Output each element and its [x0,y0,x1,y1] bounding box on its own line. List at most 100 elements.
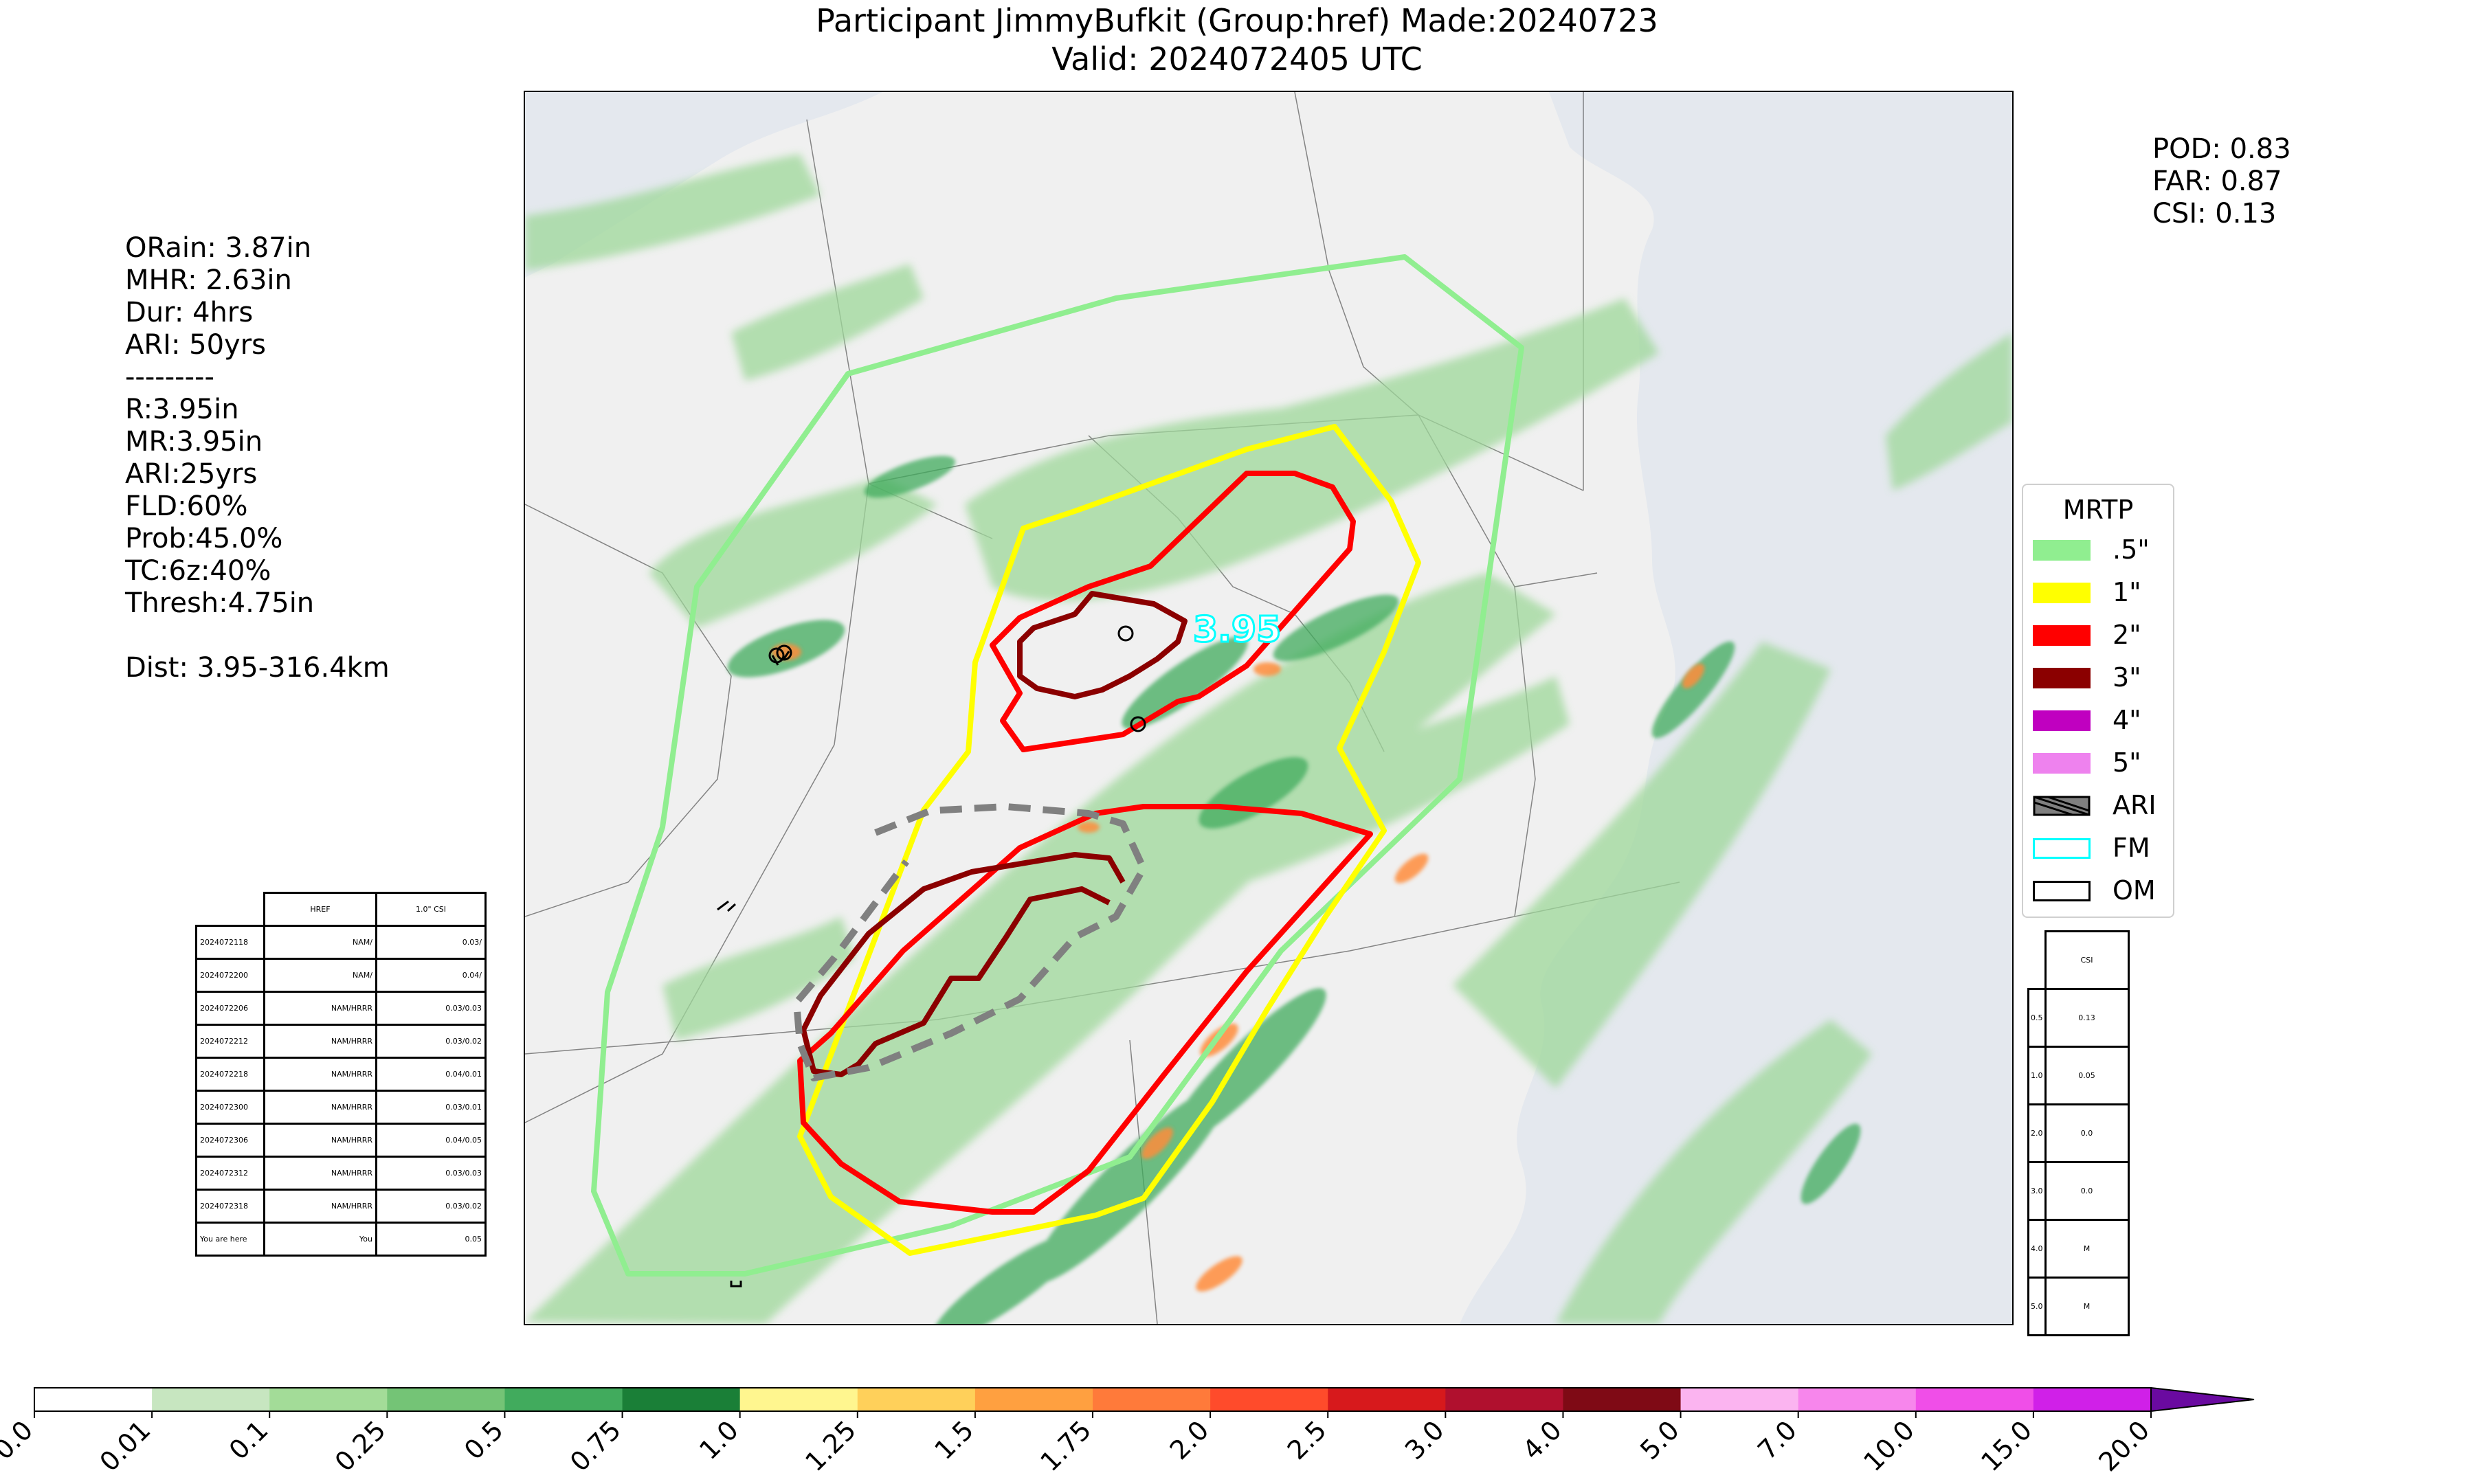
table-cell: NAM/ [263,925,377,960]
table-row: 5.0 M [2027,1277,2130,1336]
table-cell: NAM/HRRR [263,1156,377,1191]
colorbar-tick-label: 0.0 [0,1415,38,1465]
legend-item-3-inch: 3" [2033,661,2170,694]
colorbar-segment [34,1388,153,1411]
colorbar-tick-label: 0.1 [223,1415,274,1465]
colorbar-tick-label: 1.0 [693,1415,744,1465]
legend-label: FM [2113,833,2150,863]
colorbar-tick-label: 5.0 [1634,1415,1685,1465]
csi-threshold-table: CSI 0.5 0.13 1.0 0.05 2.0 0.0 3.0 0.0 4.0 M 5… [2027,930,2130,1336]
table-row: 2024072218 NAM/HRRR 0.04/0.01 [195,1057,487,1092]
stat-fld: FLD:60% [125,491,248,522]
colorbar-segment [1328,1388,1446,1411]
lake-area [525,92,882,278]
colorbar-segment [1210,1388,1328,1411]
stat-dur: Dur: 4hrs [125,297,254,328]
stat-ari-2: ARI:25yrs [125,458,258,490]
colorbar-tick-label: 3.0 [1399,1415,1450,1465]
table-cell: NAM/HRRR [263,1090,377,1125]
table-header-row: HREF 1.0" CSI [196,892,487,927]
colorbar-tick-label: 0.01 [94,1415,157,1477]
observation-markers [717,625,1146,1288]
colorbar-tick-label: 7.0 [1752,1415,1803,1465]
colorbar-tick-label: 0.5 [458,1415,509,1465]
legend-label: ARI [2113,790,2157,820]
stat-mhr: MHR: 2.63in [125,265,292,296]
table-cell: 2024072118 [195,925,265,960]
colorbar-tick-label: 15.0 [1975,1415,2038,1477]
table-cell: 2024072218 [195,1057,265,1092]
table-row: 3.0 0.0 [2027,1161,2130,1221]
stat-orain: ORain: 3.87in [125,232,312,264]
table-cell: 3.0 [2027,1161,2047,1221]
legend-swatch [2033,625,2091,646]
precip-map: 3.95 [525,92,2012,1324]
table-cell: 0.04/ [375,958,487,993]
table-cell: 2024072300 [195,1090,265,1125]
colorbar-tick-label: 1.25 [799,1415,862,1477]
table-cell: 5.0 [2027,1277,2047,1336]
observation-marker [1117,625,1134,642]
stat-blank [125,620,390,652]
colorbar-segment [269,1388,388,1411]
colorbar: 0.0 0.01 0.1 0.25 0.5 0.75 1.0 1.25 1.5 1.75 2.0 2.… [0,1386,2255,1477]
contour-3-inch-south [801,852,1126,1077]
table-cell: 0.04/0.01 [375,1057,487,1092]
table-row: 2024072318 NAM/HRRR 0.03/0.02 [195,1189,487,1224]
table-cell: 2024072206 [195,991,265,1026]
legend-swatch [2033,540,2091,561]
colorbar-segment [1680,1388,1799,1411]
table-row: 2024072306 NAM/HRRR 0.04/0.05 [195,1123,487,1158]
table-cell: 0.05 [375,1222,487,1257]
legend-swatch [2033,668,2091,688]
stats-left-panel: ORain: 3.87in MHR: 2.63in Dur: 4hrs ARI:… [125,232,390,684]
colorbar-tick-label: 4.0 [1517,1415,1568,1465]
legend-label: 5" [2113,747,2141,778]
table-cell: NAM/HRRR [263,1024,377,1059]
colorbar-segment [1445,1388,1563,1411]
stat-ari: ARI: 50yrs [125,329,266,361]
stat-mr: MR:3.95in [125,426,263,458]
legend-item-fm: FM [2033,831,2170,864]
table-row: 2024072118 NAM/0.03/ [195,925,487,960]
stat-pod: POD: 0.83 [2152,133,2291,165]
legend-label: 1" [2113,577,2141,607]
colorbar-tick-label: 2.0 [1164,1415,1215,1465]
table-cell: 2024072200 [195,958,265,993]
legend-item-ari: ARI [2033,789,2170,822]
colorbar-segment [622,1388,741,1411]
ari-hatch-icon [2033,796,2091,816]
table-row: 4.0 M [2027,1219,2130,1279]
table-cell: NAM/HRRR [263,1057,377,1092]
contour-05-inch [591,254,1524,1277]
observation-marker [717,900,737,912]
table-cell: 0.03/ [375,925,487,960]
observation-marker [730,1281,742,1288]
colorbar-segment [152,1388,270,1411]
table-cell: 4.0 [2027,1219,2047,1279]
table-row: 2.0 0.0 [2027,1103,2130,1163]
href-csi-table: HREF 1.0" CSI 2024072118 NAM/0.03/ 202407… [195,892,487,1257]
legend-label: 4" [2113,705,2141,735]
colorbar-segment [974,1388,1093,1411]
table-cell: NAM/ [263,958,377,993]
table-cell: 1.0" CSI [375,892,487,927]
legend-label: .5" [2113,535,2150,565]
legend-item-4-inch: 4" [2033,704,2170,737]
colorbar-segment [857,1388,976,1411]
stat-r: R:3.95in [125,394,239,425]
max-precip-label: 3.95 [1193,609,1281,651]
table-cell: 0.05 [2044,1046,2130,1105]
table-cell [196,892,265,927]
legend-item-half-inch: .5" [2033,533,2170,566]
table-cell: 0.03/0.02 [375,1024,487,1059]
table-cell: 2024072312 [195,1156,265,1191]
contour-2-inch-north [990,471,1356,752]
legend-item-om: OM [2033,874,2170,907]
stat-csi: CSI: 0.13 [2152,198,2277,229]
stat-thresh: Thresh:4.75in [125,587,315,619]
title-line-1: Participant JimmyBufkit (Group:href) Mad… [816,2,1658,39]
table-cell: 0.0 [2044,1103,2130,1163]
stat-far: FAR: 0.87 [2152,166,2282,197]
table-row: 1.0 0.05 [2027,1046,2130,1105]
